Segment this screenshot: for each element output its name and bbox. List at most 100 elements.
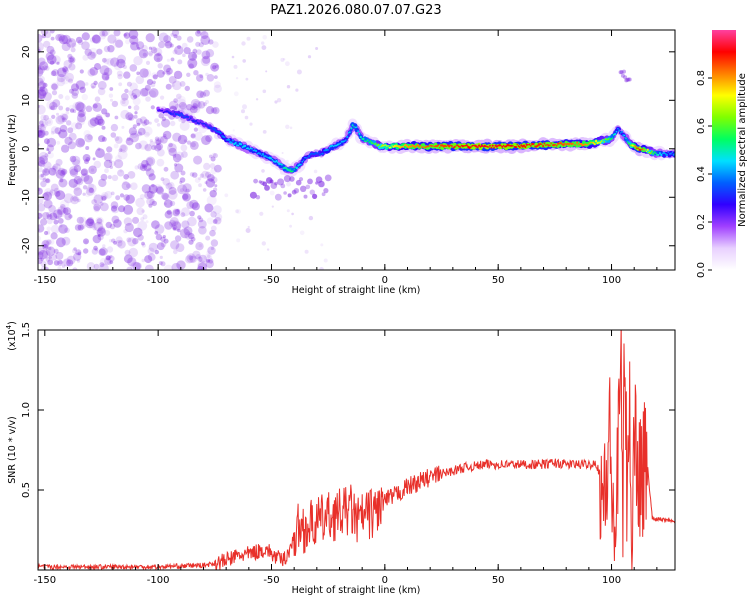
spectrogram-noise-blob bbox=[166, 67, 173, 75]
spectrogram-noise-blob bbox=[170, 33, 174, 37]
spectrogram-ridge-cell bbox=[508, 144, 510, 147]
spectrogram-noise-blob bbox=[69, 155, 77, 163]
spectrogram-ridge-cell bbox=[331, 144, 334, 147]
spectrogram-noise-blob bbox=[213, 187, 218, 192]
spectrogram-ridge-cell bbox=[542, 144, 545, 148]
spectrogram-noise-blob bbox=[84, 133, 93, 143]
spectrogram-noise-blob bbox=[206, 258, 210, 263]
spectrogram-noise-blob bbox=[182, 53, 186, 58]
spectrogram-ridge-cell bbox=[294, 166, 297, 168]
spectrogram-noise-blob bbox=[53, 209, 63, 219]
spectrogram-branch-cell bbox=[324, 174, 332, 182]
spectrogram-noise-blob bbox=[210, 156, 216, 162]
spectrogram-noise-blob bbox=[157, 136, 164, 143]
spectrogram-xtick-label: -100 bbox=[147, 275, 170, 286]
spectrogram-noise-blob bbox=[236, 209, 242, 214]
spectrogram-noise-blob bbox=[96, 227, 106, 237]
spectrogram-noise-blob bbox=[58, 35, 68, 45]
spectrogram-noise-blob bbox=[89, 117, 99, 127]
spectrogram-noise-blob bbox=[41, 123, 45, 127]
spectrogram-noise-blob bbox=[93, 160, 102, 169]
spectrogram-noise-blob bbox=[49, 212, 58, 221]
spectrogram-noise-blob bbox=[98, 248, 106, 256]
spectrogram-ridge-cell bbox=[524, 145, 527, 149]
spectrogram-ridge-cell bbox=[318, 153, 322, 156]
spectrogram-ridge-cell bbox=[480, 144, 483, 147]
spectrogram-noise-blob bbox=[137, 163, 145, 170]
spectrogram-noise-blob bbox=[207, 246, 216, 255]
spectrogram-noise-blob bbox=[155, 233, 163, 241]
spectrogram-noise-blob bbox=[115, 136, 123, 144]
spectrogram-ridge-cell bbox=[465, 144, 468, 147]
spectrogram-noise-blob bbox=[66, 255, 76, 265]
spectrogram-noise-blob bbox=[104, 168, 109, 174]
spectrogram-ridge-cell bbox=[588, 142, 591, 145]
spectrogram-noise-blob bbox=[190, 237, 196, 242]
spectrogram-noise-blob bbox=[224, 193, 229, 198]
spectrogram-noise-blob bbox=[49, 30, 55, 34]
spectrogram-noise-blob bbox=[68, 56, 76, 64]
spectrogram-ridge-cell bbox=[353, 126, 355, 128]
spectrogram-noise-blob bbox=[45, 52, 54, 61]
spectrogram-noise-blob bbox=[149, 88, 159, 98]
spectrogram-noise-blob bbox=[109, 223, 116, 230]
spectrogram-noise-blob bbox=[77, 138, 85, 146]
spectrogram-noise-blob bbox=[110, 201, 119, 209]
spectrogram-noise-blob bbox=[58, 224, 68, 234]
spectrogram-branch-cell bbox=[283, 191, 287, 195]
spectrogram-noise-blob bbox=[76, 117, 85, 126]
spectrogram-noise-blob bbox=[53, 219, 59, 225]
spectrogram-noise-blob bbox=[119, 193, 125, 198]
spectrogram-noise-blob bbox=[133, 94, 138, 99]
spectrogram-noise-blob bbox=[148, 50, 154, 56]
spectrogram-noise-blob bbox=[167, 181, 175, 190]
spectrogram-noise-blob bbox=[73, 175, 82, 185]
spectrogram-ridge-cell bbox=[222, 135, 225, 138]
spectrogram-noise-blob bbox=[103, 153, 112, 162]
spectrogram-noise-blob bbox=[60, 75, 70, 85]
spectrogram-noise-blob bbox=[98, 178, 107, 188]
spectrogram-noise-blob bbox=[124, 222, 134, 233]
spectrogram-noise-blob bbox=[246, 36, 251, 41]
spectrogram-noise-blob bbox=[50, 130, 55, 135]
spectrogram-noise-blob bbox=[76, 216, 84, 224]
spectrogram-ridge-cell bbox=[402, 145, 404, 148]
spectrogram-ridge-cell bbox=[488, 146, 490, 148]
spectrogram-ridge-cell bbox=[203, 122, 206, 125]
spectrogram-noise-blob bbox=[67, 53, 73, 60]
spectrogram-noise-blob bbox=[38, 156, 45, 167]
spectrogram-noise-blob bbox=[142, 214, 148, 220]
spectrogram-noise-blob bbox=[130, 182, 138, 190]
spectrogram-noise-blob bbox=[143, 144, 151, 151]
spectrogram-noise-blob bbox=[47, 259, 54, 266]
spectrogram-ridge-cell bbox=[230, 141, 233, 144]
spectrogram-noise-blob bbox=[281, 152, 284, 154]
spectrogram-noise-blob bbox=[135, 75, 145, 85]
spectrogram-noise-blob bbox=[125, 194, 135, 204]
spectrogram-ridge-cell bbox=[519, 146, 521, 149]
spectrogram-noise-blob bbox=[169, 200, 176, 207]
spectrogram-noise-blob bbox=[162, 178, 170, 186]
spectrogram-noise-blob bbox=[164, 39, 171, 47]
spectrogram-noise-blob bbox=[85, 157, 91, 162]
spectrogram-noise-blob bbox=[64, 212, 72, 221]
spectrogram-noise-blob bbox=[69, 166, 79, 176]
spectrogram-noise-blob bbox=[235, 77, 239, 80]
spectrogram-ridge-cell bbox=[377, 143, 380, 146]
spectrogram-noise-blob bbox=[97, 147, 101, 151]
spectrogram-noise-blob bbox=[184, 231, 193, 240]
spectrogram-noise-blob bbox=[38, 131, 44, 139]
spectrogram-noise-blob bbox=[44, 230, 49, 236]
spectrogram-noise-blob bbox=[63, 59, 73, 69]
spectrogram-noise-blob bbox=[236, 238, 241, 243]
spectrogram-ridge-cell bbox=[160, 109, 162, 112]
spectrogram-noise-blob bbox=[173, 70, 183, 80]
spectrogram-noise-blob bbox=[42, 170, 47, 175]
spectrogram-noise-blob bbox=[91, 248, 99, 255]
spectrogram-noise-blob bbox=[136, 207, 145, 216]
spectrogram-frame bbox=[37, 29, 676, 271]
spectrogram-noise-blob bbox=[179, 180, 183, 184]
spectrogram-ridge-cell bbox=[208, 127, 211, 130]
spectrogram-noise-blob bbox=[58, 260, 63, 265]
spectrogram-ridge-cell bbox=[311, 152, 313, 155]
